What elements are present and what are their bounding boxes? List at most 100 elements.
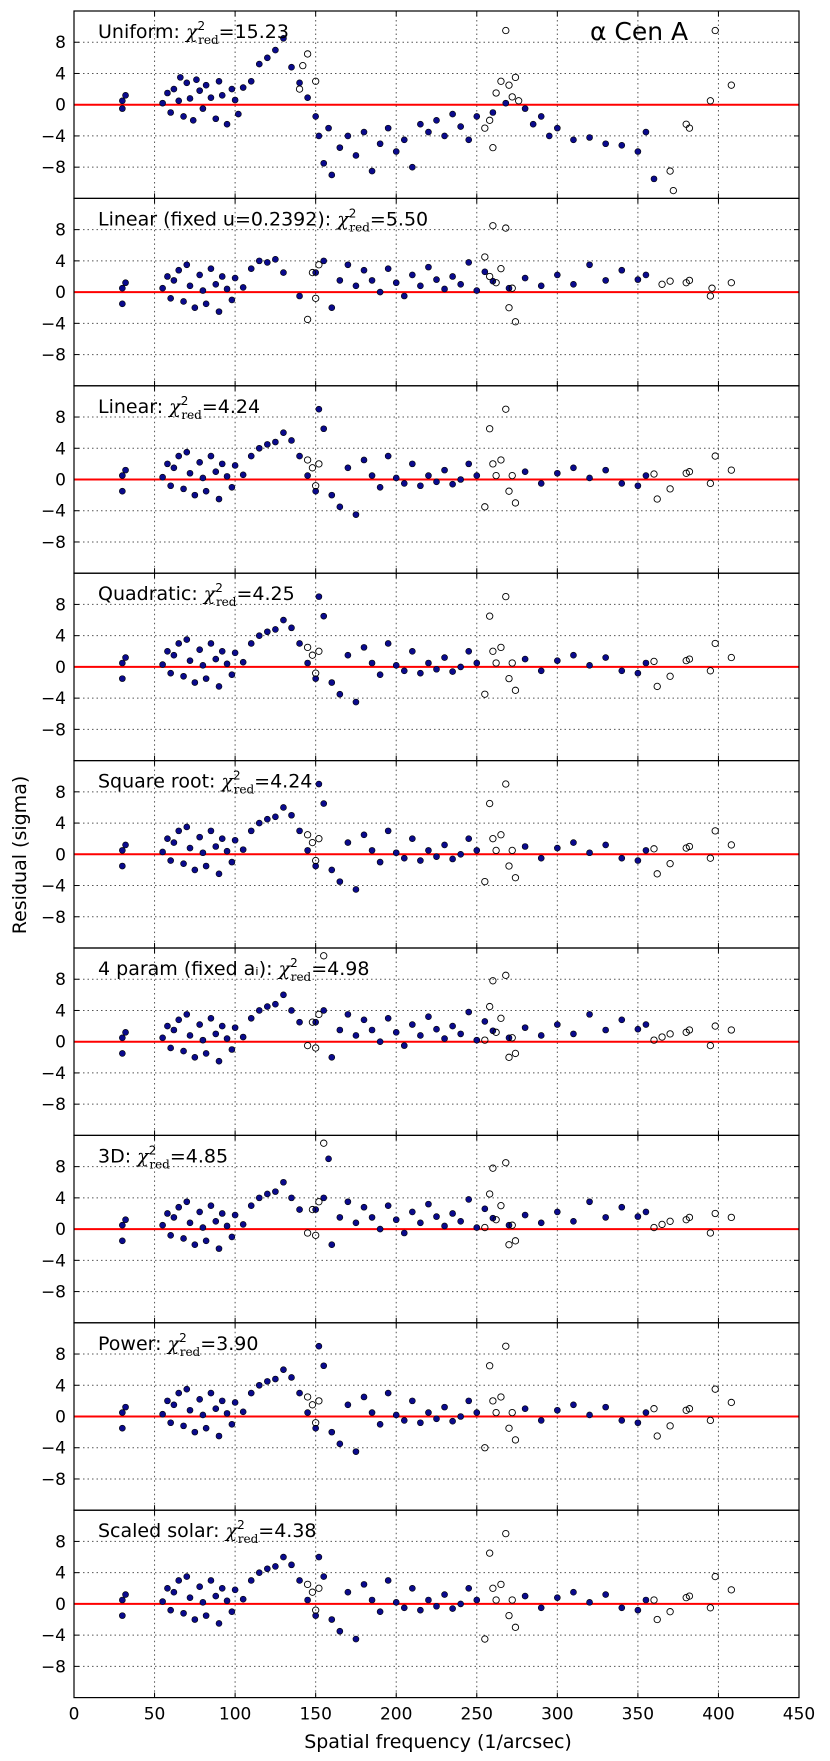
- filled-point: [449, 273, 456, 280]
- open-point: [666, 672, 674, 680]
- filled-point: [554, 1406, 561, 1414]
- filled-point: [296, 1577, 303, 1584]
- open-point: [508, 1408, 516, 1417]
- open-point: [502, 26, 510, 35]
- filled-point: [400, 1604, 408, 1612]
- chi-subscript: red: [180, 1345, 201, 1359]
- filled-point: [602, 841, 609, 849]
- open-point: [508, 93, 516, 101]
- filled-point: [570, 839, 577, 846]
- filled-point: [186, 844, 194, 852]
- filled-point: [400, 480, 408, 487]
- open-point: [505, 1611, 513, 1620]
- filled-point: [409, 460, 416, 468]
- filled-point: [392, 148, 400, 155]
- filled-point: [231, 649, 239, 657]
- filled-point: [433, 853, 440, 860]
- filled-point: [328, 1616, 336, 1623]
- filled-point: [392, 662, 400, 669]
- filled-point: [409, 1397, 416, 1405]
- filled-point: [122, 279, 129, 287]
- filled-point: [119, 1424, 126, 1432]
- filled-point: [554, 1021, 561, 1028]
- filled-point: [167, 109, 174, 116]
- open-point: [511, 499, 520, 507]
- filled-point: [175, 1016, 183, 1024]
- filled-point: [218, 1397, 226, 1405]
- filled-point: [352, 1448, 360, 1455]
- y-tick-label: 4: [55, 252, 66, 272]
- open-point: [708, 284, 716, 292]
- filled-point: [449, 855, 456, 863]
- filled-point: [223, 1597, 231, 1605]
- filled-point: [212, 115, 220, 123]
- filled-point: [164, 1584, 171, 1592]
- open-point: [481, 1036, 489, 1044]
- filled-point: [119, 675, 126, 682]
- filled-point: [537, 282, 545, 290]
- x-tick-label: 0: [69, 1705, 80, 1725]
- filled-point: [449, 668, 456, 675]
- filled-point: [119, 659, 126, 667]
- open-point: [706, 479, 715, 488]
- filled-point: [489, 109, 497, 116]
- filled-point: [164, 647, 171, 655]
- filled-point: [215, 1245, 223, 1252]
- filled-point: [199, 105, 207, 112]
- y-tick-label: 8: [55, 783, 66, 803]
- open-point: [658, 1033, 666, 1041]
- filled-point: [554, 1208, 561, 1216]
- filled-point: [170, 839, 178, 846]
- filled-point: [159, 1410, 166, 1418]
- filled-point: [409, 1208, 416, 1216]
- filled-point: [384, 452, 392, 460]
- filled-point: [328, 491, 336, 499]
- filled-point: [433, 1602, 440, 1610]
- open-point: [486, 116, 494, 124]
- filled-point: [642, 128, 650, 136]
- filled-point: [384, 1014, 392, 1022]
- filled-point: [618, 1203, 626, 1211]
- filled-point: [239, 1408, 247, 1416]
- filled-point: [183, 79, 191, 87]
- filled-point: [465, 1008, 473, 1016]
- chi2-value: =4.38: [258, 1520, 316, 1542]
- y-tick-label: 4: [55, 64, 66, 84]
- y-tick-label: −4: [41, 1251, 66, 1271]
- filled-point: [368, 1596, 376, 1604]
- filled-point: [288, 437, 295, 444]
- filled-point: [425, 128, 432, 136]
- open-point: [650, 1036, 658, 1044]
- filled-point: [618, 1604, 626, 1612]
- filled-point: [247, 640, 255, 647]
- filled-point: [272, 46, 279, 54]
- panel-frame: [73, 1509, 800, 1699]
- open-point: [308, 268, 317, 277]
- filled-point: [207, 452, 215, 460]
- filled-point: [167, 1044, 174, 1052]
- filled-point: [417, 1606, 424, 1614]
- filled-point: [196, 87, 203, 94]
- filled-point: [537, 1417, 545, 1424]
- filled-point: [360, 831, 368, 839]
- filled-point: [288, 1561, 295, 1569]
- filled-point: [441, 132, 448, 140]
- chi-symbol: χ: [135, 1145, 150, 1167]
- chi-subscript: red: [291, 970, 312, 984]
- filled-point: [521, 105, 529, 112]
- filled-point: [180, 1047, 187, 1055]
- filled-point: [280, 35, 287, 42]
- filled-point: [212, 280, 220, 288]
- chi2-value: =4.24: [254, 771, 312, 793]
- filled-point: [175, 1389, 183, 1397]
- filled-point: [119, 847, 126, 854]
- filled-point: [312, 675, 319, 682]
- y-tick-label: 8: [55, 33, 66, 53]
- filled-point: [264, 54, 271, 62]
- open-point: [303, 831, 312, 839]
- filled-point: [193, 76, 200, 84]
- filled-point: [212, 1217, 220, 1225]
- filled-point: [247, 77, 255, 85]
- open-point: [295, 85, 304, 93]
- open-point: [492, 1028, 500, 1036]
